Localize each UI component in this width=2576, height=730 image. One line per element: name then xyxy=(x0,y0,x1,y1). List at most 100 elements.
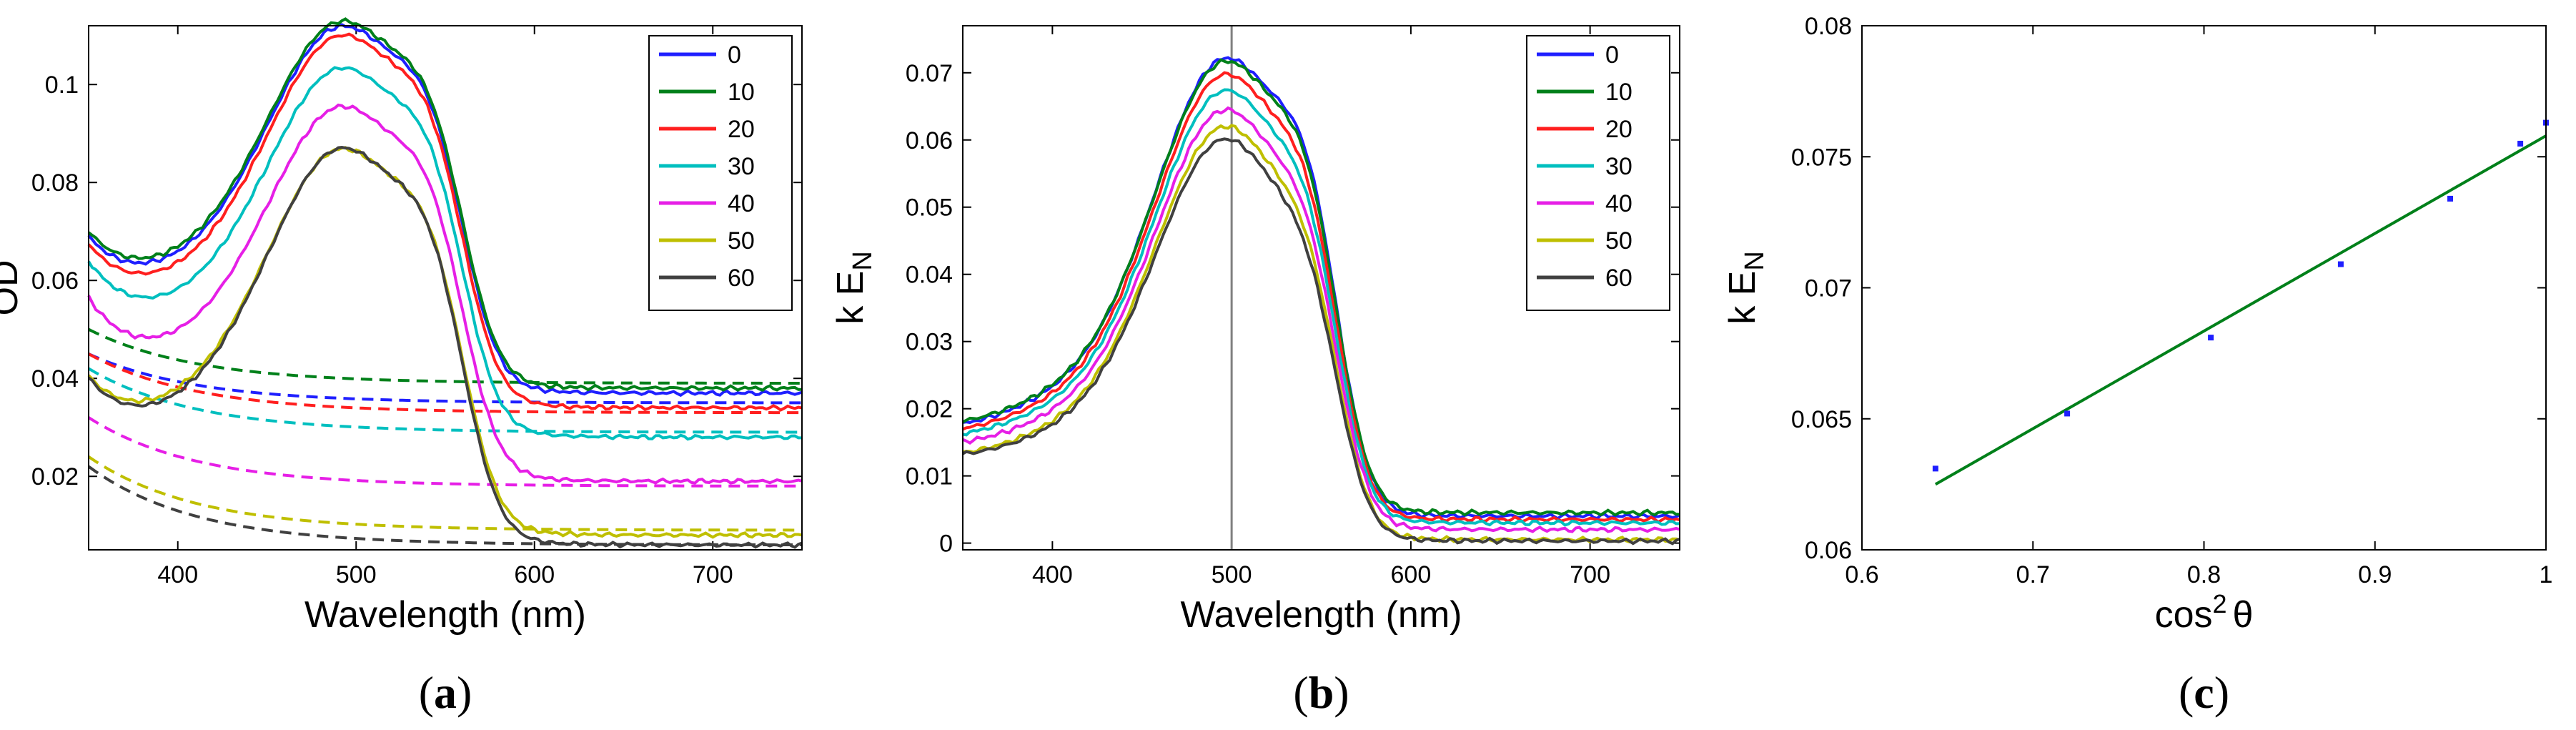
a-legend-label-20: 20 xyxy=(728,116,755,143)
panel-a-solid-curves xyxy=(87,17,803,549)
panel-c-point-2 xyxy=(2064,410,2071,417)
panel-b-y-label-main: k E xyxy=(830,271,871,325)
a-y-tick-label: 0.1 xyxy=(45,71,79,99)
panel-c-point-4 xyxy=(2337,261,2344,267)
panel-a-caption-close: ) xyxy=(457,667,472,718)
panel-a-dashed-curve-10 xyxy=(88,327,802,385)
b-legend-label-30: 30 xyxy=(1605,153,1633,180)
panel-c-caption-open: ( xyxy=(2179,667,2194,718)
b-y-tick-label: 0.03 xyxy=(906,329,953,356)
b-x-tick-label: 500 xyxy=(1212,561,1252,588)
panel-c-caption-letter: c xyxy=(2194,667,2214,718)
b-x-tick-label: 400 xyxy=(1032,561,1073,588)
b-y-tick-label: 0.07 xyxy=(906,60,953,87)
b-y-tick-label: 0.05 xyxy=(906,194,953,222)
a-y-tick-label: 0.08 xyxy=(31,169,79,197)
panel-c-y-axis-label: k EN xyxy=(1722,251,1770,325)
panel-a-y-axis-label: OD xyxy=(0,260,26,316)
a-y-tick-label: 0.02 xyxy=(31,463,79,490)
panel-c-axes-frame xyxy=(1861,25,2547,551)
panel-a-dashed-curve-40 xyxy=(87,416,802,488)
panel-c-point-1 xyxy=(1932,465,1938,472)
panel-a-dashed-curve-20 xyxy=(88,352,802,415)
panel-c-chart: 0.6 0.7 0.8 0.9 1 0.06 0.065 0.07 0.075 0.08 cos2… xyxy=(1722,13,2552,718)
panel-a-curve-20 xyxy=(87,32,803,412)
a-legend-box xyxy=(648,35,793,311)
c-x-tick-label: 0.8 xyxy=(2187,561,2221,588)
panel-c-x-label-sup: 2 xyxy=(2212,589,2226,618)
b-y-tick-label: 0.06 xyxy=(906,127,953,154)
a-legend-label-40: 40 xyxy=(728,190,755,217)
panel-a-curve-30 xyxy=(87,66,802,441)
b-legend-label-50: 50 xyxy=(1605,227,1633,255)
panel-b-caption: (b) xyxy=(1293,667,1349,718)
b-x-tick-label: 700 xyxy=(1570,561,1610,588)
b-y-tick-label: 0.04 xyxy=(906,262,953,289)
c-x-tick-label: 0.9 xyxy=(2358,561,2392,588)
panel-a-caption-letter: a xyxy=(434,667,457,718)
panel-b-legend: 0 10 20 30 40 50 60 xyxy=(1526,35,1670,311)
panel-b-y-axis-label: k EN xyxy=(830,251,878,325)
panel-b-curve-60 xyxy=(961,137,1680,546)
panel-b-caption-open: ( xyxy=(1293,667,1308,718)
panel-b-x-axis-label: Wavelength (nm) xyxy=(1181,594,1462,636)
panel-a-curve-0 xyxy=(87,23,803,398)
panel-c-x-axis-label: cos2 θ xyxy=(2155,589,2254,636)
b-legend-label-10: 10 xyxy=(1605,79,1633,106)
c-y-tick-label: 0.06 xyxy=(1805,537,1852,564)
panel-b-curve-10 xyxy=(962,58,1680,517)
panel-b-caption-close: ) xyxy=(1334,667,1349,718)
a-legend-label-0: 0 xyxy=(728,41,741,69)
panel-c-point-5 xyxy=(2447,195,2454,202)
b-legend-box xyxy=(1526,35,1670,311)
b-legend-label-20: 20 xyxy=(1605,116,1633,143)
b-legend-label-40: 40 xyxy=(1605,190,1633,217)
panel-b-ticks: 400 500 600 70000.010.020.030.040.050.060.0… xyxy=(906,26,1680,588)
panel-b-curve-40 xyxy=(962,106,1680,533)
panel-c-caption: (c) xyxy=(2179,667,2229,718)
panel-a-caption-open: ( xyxy=(419,667,434,718)
a-legend-label-50: 50 xyxy=(728,227,755,255)
panel-c-plot-area xyxy=(1862,26,2546,550)
panel-a-axes-frame xyxy=(88,25,803,551)
panel-a-curve-60 xyxy=(87,145,803,549)
panel-b-caption-letter: b xyxy=(1309,667,1334,718)
b-y-tick-label: 0.02 xyxy=(906,396,953,423)
c-x-tick-label: 1 xyxy=(2540,561,2553,588)
panel-a-dashed-curves xyxy=(87,327,802,546)
panel-b-curve-50 xyxy=(962,124,1680,544)
panel-c-x-label-theta: θ xyxy=(2233,594,2254,636)
panel-c-point-3 xyxy=(2208,335,2214,341)
a-x-tick-label: 500 xyxy=(336,561,377,588)
panel-a-dashed-curve-30 xyxy=(87,367,802,434)
panel-a-x-axis-label: Wavelength (nm) xyxy=(304,594,586,636)
a-legend-label-60: 60 xyxy=(728,265,755,292)
c-y-tick-label: 0.07 xyxy=(1805,275,1852,302)
c-y-tick-label: 0.065 xyxy=(1791,406,1852,433)
panel-b-curve-30 xyxy=(962,88,1680,527)
c-x-tick-label: 0.6 xyxy=(1845,561,1878,588)
panel-c-y-label-main: k E xyxy=(1722,271,1763,325)
panel-a-chart: 400 500 600 700 0.02 0.04 0.06 0.08 0.1 0 10 20 30 4… xyxy=(0,17,803,718)
panel-a-caption: (a) xyxy=(419,667,472,718)
panel-a-dashed-curve-60 xyxy=(87,465,802,546)
panel-c-y-label-sub: N xyxy=(1740,251,1770,270)
b-y-tick-label: 0.01 xyxy=(906,463,953,490)
panel-b-chart: 400 500 600 70000.010.020.030.040.050.060.0… xyxy=(830,25,1680,718)
a-legend-label-10: 10 xyxy=(728,79,755,106)
b-y-tick-label: 0 xyxy=(939,531,953,558)
panel-c-caption-close: ) xyxy=(2214,667,2229,718)
b-legend-label-0: 0 xyxy=(1605,41,1619,69)
panel-b-axes-frame xyxy=(962,25,1680,551)
panel-b-y-label-sub: N xyxy=(848,251,878,270)
panel-c-ticks: 0.6 0.7 0.8 0.9 1 0.06 0.065 0.07 0.075 0.08 xyxy=(1791,13,2553,588)
panel-c-x-label-main: cos xyxy=(2155,594,2213,636)
b-x-tick-label: 600 xyxy=(1391,561,1432,588)
panel-c-fit-line xyxy=(1934,134,2547,486)
c-x-tick-label: 0.7 xyxy=(2016,561,2050,588)
a-x-tick-label: 600 xyxy=(514,561,555,588)
c-y-tick-label: 0.08 xyxy=(1805,13,1852,40)
a-legend-label-30: 30 xyxy=(728,153,755,180)
